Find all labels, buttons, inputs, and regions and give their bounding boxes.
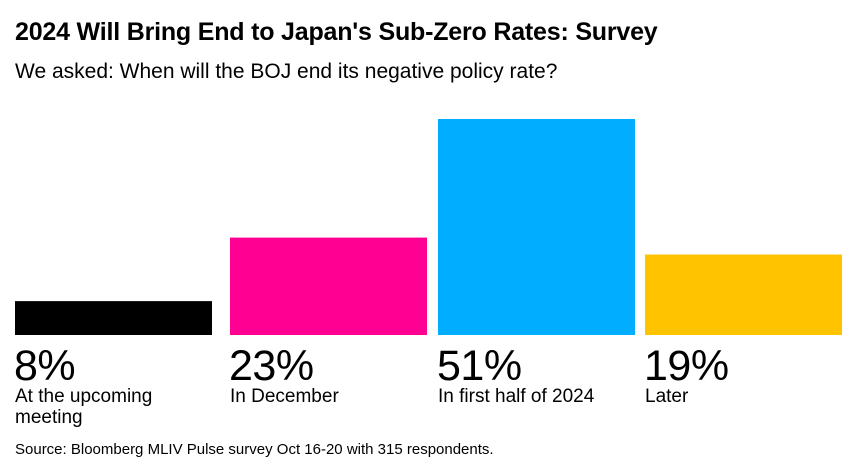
chart-title: 2024 Will Bring End to Japan's Sub-Zero … [15,18,658,46]
category-label-first-half-2024: In first half of 2024 [438,386,595,407]
bar-chart [15,119,842,335]
value-label-upcoming-meeting: 8% [14,342,76,390]
category-label-upcoming-meeting: At the upcoming meeting [15,386,153,428]
value-label-later: 19% [644,342,729,390]
bar-december [230,237,427,335]
chart-subtitle: We asked: When will the BOJ end its nega… [15,60,558,83]
bar-upcoming-meeting [15,301,212,335]
bar-first-half-2024 [438,119,635,335]
category-label-december: In December [230,386,339,407]
source-note: Source: Bloomberg MLIV Pulse survey Oct … [15,441,494,458]
value-label-december: 23% [229,342,314,390]
category-label-later: Later [645,386,689,407]
bar-later [645,254,842,335]
value-label-first-half-2024: 51% [437,342,522,390]
